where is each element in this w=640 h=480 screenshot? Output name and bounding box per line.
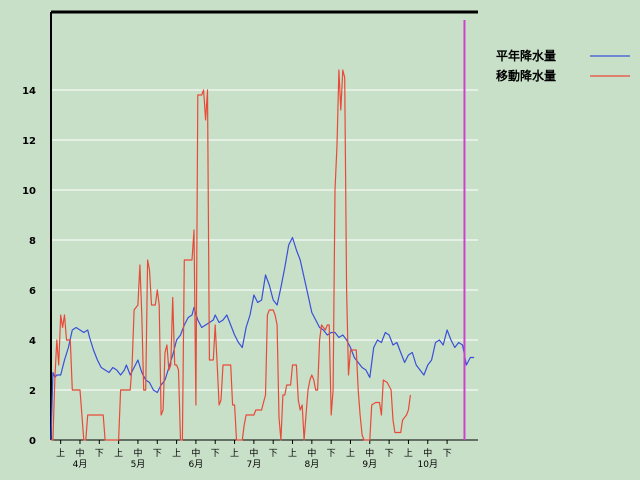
moving-precipitation-line [51,69,411,441]
month-label: 7月 [247,459,262,470]
y-tick-label: 10 [22,186,36,197]
month-label: 4月 [73,459,88,470]
legend-label: 移動降水量 [496,68,556,83]
y-tick-labels: 0 2 4 6 8 10 12 14 [22,86,36,447]
x-tick-label: 中 [249,447,258,459]
x-tick-label: 上 [288,448,297,459]
y-tick-label: 12 [22,136,36,147]
y-tick-label: 8 [29,236,36,247]
x-tick-label: 下 [327,449,336,459]
x-tick-label: 下 [211,449,220,459]
y-tick-label: 4 [29,336,36,347]
x-tick-label: 下 [269,449,278,459]
x-tick-label: 上 [346,448,355,459]
month-label: 9月 [362,459,377,470]
y-tick-label: 6 [29,286,36,297]
legend-label: 平年降水量 [496,48,556,63]
y-tick-label: 0 [29,436,36,447]
month-label: 8月 [304,459,319,470]
normal-precipitation-line [50,236,475,441]
month-label: 5月 [131,459,146,470]
x-tick-label: 中 [191,447,200,459]
y-tick-label: 14 [22,86,36,97]
y-tick-label: 2 [29,386,36,397]
x-tick-label: 下 [385,449,394,459]
series-lines [50,69,475,441]
x-tick-label: 上 [230,448,239,459]
x-tick-label: 下 [95,449,104,459]
month-label: 10月 [418,459,438,470]
grid-lines [51,89,478,391]
x-tick-label: 上 [172,448,181,459]
x-tick-label: 中 [423,447,432,459]
x-tick-label: 下 [443,449,452,459]
x-tick-label: 上 [56,448,65,459]
month-label: 6月 [189,459,204,470]
x-tick-label: 上 [114,448,123,459]
x-tick-label: 中 [75,447,84,459]
x-tick-label: 中 [133,447,142,459]
x-tick-label: 下 [153,449,162,459]
x-tick-label: 中 [365,447,374,459]
x-tick-label: 上 [404,448,413,459]
x-tick-label: 中 [307,447,316,459]
x-tick-labels: 上中下上中下上中下上中下上中下上中下上中下4月 5月 6月 7月 8月 9月 10月 [56,440,452,470]
